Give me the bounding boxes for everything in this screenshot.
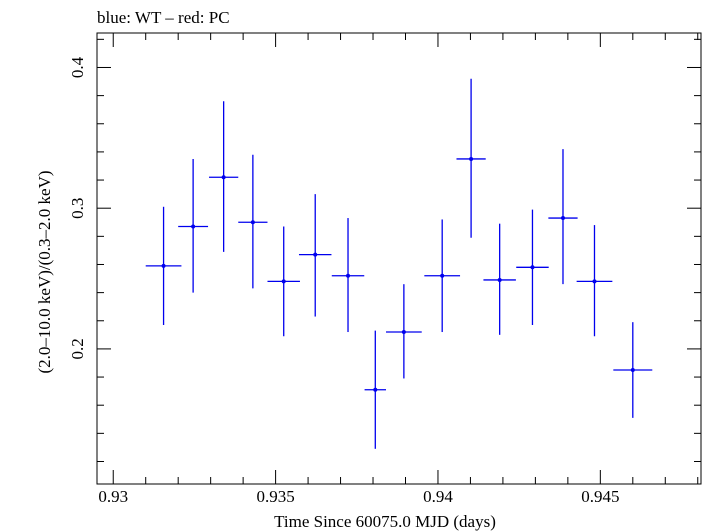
- data-point: [386, 284, 422, 379]
- data-point: [298, 194, 332, 317]
- y-axis-label: (2.0–10.0 keV)/(0.3–2.0 keV): [35, 170, 54, 373]
- point-marker: [530, 265, 535, 270]
- x-tick-label: 0.94: [423, 487, 453, 506]
- plot-frame: [96, 32, 702, 485]
- x-tick-label: 0.935: [256, 487, 294, 506]
- data-point: [267, 226, 300, 337]
- data-point: [516, 209, 549, 325]
- point-marker: [497, 277, 502, 282]
- data-point: [331, 218, 365, 333]
- point-marker: [221, 175, 226, 180]
- point-marker: [469, 156, 474, 161]
- data-point: [145, 206, 182, 325]
- point-marker: [161, 263, 166, 268]
- point-marker: [313, 252, 318, 257]
- y-tick-label: 0.4: [68, 56, 87, 78]
- chart-title: blue: WT – red: PC: [97, 8, 230, 27]
- x-axis-label: Time Since 60075.0 MJD (days): [274, 512, 496, 531]
- data-point: [209, 101, 239, 252]
- point-marker: [592, 279, 597, 284]
- point-marker: [440, 273, 445, 278]
- data-point: [483, 223, 516, 335]
- point-marker: [346, 273, 351, 278]
- point-marker: [250, 220, 255, 225]
- data-point: [576, 225, 613, 337]
- data-point: [424, 219, 461, 333]
- y-axis-ticks: 0.2 0.3 0.4: [68, 38, 701, 462]
- data-point: [456, 78, 486, 238]
- data-point: [364, 330, 387, 449]
- point-marker: [630, 368, 635, 373]
- data-point: [238, 154, 268, 289]
- data-point: [178, 158, 209, 293]
- data-point: [548, 149, 578, 285]
- x-tick-label: 0.93: [98, 487, 128, 506]
- x-tick-label: 0.945: [581, 487, 619, 506]
- point-marker: [401, 330, 406, 335]
- x-axis-ticks: 0.93 0.935 0.94 0.945: [98, 33, 699, 506]
- point-marker: [560, 216, 565, 221]
- point-marker: [191, 224, 196, 229]
- data-point: [613, 322, 653, 418]
- point-marker: [373, 387, 378, 392]
- point-marker: [281, 279, 286, 284]
- y-tick-label: 0.3: [68, 198, 87, 219]
- y-tick-label: 0.2: [68, 338, 87, 359]
- data-points: [145, 78, 653, 449]
